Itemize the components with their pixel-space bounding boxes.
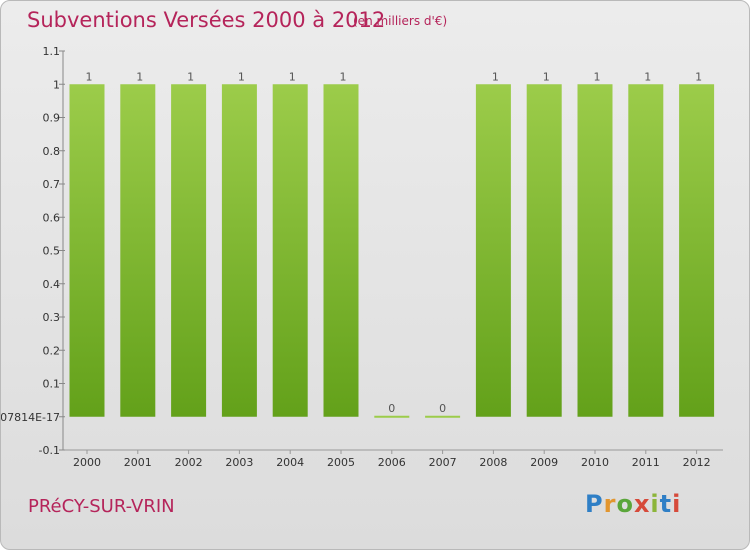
bar — [221, 84, 257, 417]
data-label: 1 — [695, 70, 702, 83]
bar — [323, 84, 359, 417]
x-tick-label: 2011 — [632, 456, 660, 469]
data-label: 1 — [238, 70, 245, 83]
x-tick-label: 2001 — [124, 456, 152, 469]
place-name: PRéCY-SUR-VRIN — [28, 496, 175, 517]
bar — [171, 84, 207, 417]
bar — [475, 84, 511, 417]
chart-title: Subventions Versées 2000 à 2012 — [27, 8, 386, 32]
proxiti-logo: Proxiti — [585, 490, 681, 518]
x-tick-label: 2002 — [175, 456, 203, 469]
y-tick-label: 0.8 — [43, 145, 61, 158]
y-tick-label: 1.3877787807814E-17 — [1, 411, 60, 424]
x-tick-label: 2012 — [683, 456, 711, 469]
data-label: 1 — [136, 70, 143, 83]
logo-letter: r — [603, 490, 617, 518]
logo-letter: P — [585, 490, 604, 518]
y-tick-label: 0.2 — [43, 344, 61, 357]
data-label: 1 — [289, 70, 296, 83]
data-label: 1 — [644, 70, 651, 83]
bar — [120, 84, 156, 417]
x-tick-label: 2000 — [73, 456, 101, 469]
bar — [272, 84, 308, 417]
y-tick-label: 0.1 — [43, 378, 61, 391]
x-tick-label: 2008 — [479, 456, 507, 469]
logo-letter: o — [616, 490, 634, 518]
y-tick-label: -0.1 — [39, 444, 60, 457]
x-tick-label: 2005 — [327, 456, 355, 469]
y-tick-label: 0.9 — [43, 112, 61, 125]
data-label: 1 — [492, 70, 499, 83]
y-tick-label: 1 — [53, 78, 60, 91]
y-tick-label: 0.3 — [43, 311, 61, 324]
data-label: 1 — [187, 70, 194, 83]
logo-letter: t — [659, 490, 673, 518]
bar — [577, 84, 613, 417]
bar — [679, 84, 715, 417]
data-label: 1 — [543, 70, 550, 83]
y-tick-label: 0.5 — [43, 245, 61, 258]
y-tick-label: 0.4 — [43, 278, 61, 291]
x-tick-label: 2006 — [378, 456, 406, 469]
bar — [374, 415, 410, 418]
y-tick-label: 1.1 — [43, 45, 61, 58]
bar — [69, 84, 105, 417]
x-tick-label: 2007 — [429, 456, 457, 469]
bar — [526, 84, 562, 417]
x-tick-label: 2009 — [530, 456, 558, 469]
y-tick-label: 0.6 — [43, 211, 61, 224]
bar — [628, 84, 664, 417]
x-tick-label: 2003 — [225, 456, 253, 469]
y-tick-label: 0.7 — [43, 178, 61, 191]
logo-letter: x — [633, 490, 651, 518]
logo-letter: i — [650, 490, 660, 518]
bar — [425, 415, 461, 418]
data-label: 1 — [86, 70, 93, 83]
chart-subtitle: (en milliers d'€) — [353, 14, 448, 28]
x-tick-label: 2004 — [276, 456, 304, 469]
data-label: 1 — [340, 70, 347, 83]
logo-letter: i — [672, 490, 682, 518]
data-label: 1 — [594, 70, 601, 83]
data-label: 0 — [439, 402, 446, 415]
x-tick-label: 2010 — [581, 456, 609, 469]
data-label: 0 — [388, 402, 395, 415]
